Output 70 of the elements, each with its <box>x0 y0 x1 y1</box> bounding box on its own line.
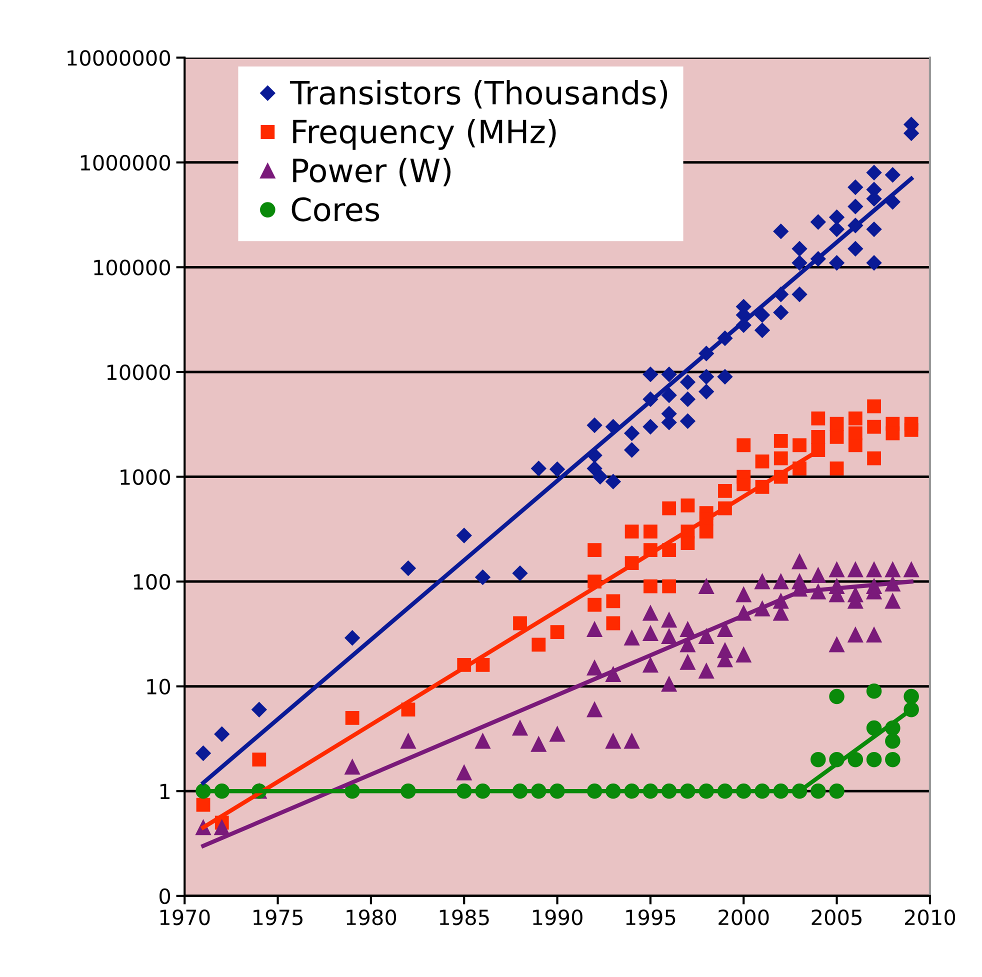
point <box>885 733 900 749</box>
point <box>848 412 862 426</box>
point <box>736 438 751 452</box>
point <box>606 616 620 630</box>
point <box>830 416 844 431</box>
x-tick-label: 2000 <box>718 909 769 926</box>
point <box>830 430 844 444</box>
point <box>829 783 844 799</box>
point <box>904 422 918 437</box>
legend-label: Frequency (MHz) <box>293 118 556 150</box>
point <box>811 443 826 457</box>
point <box>699 524 714 539</box>
point <box>904 688 919 704</box>
y-tick-label: 10000000 <box>68 50 170 66</box>
y-tick-label: 1000000 <box>80 154 170 171</box>
point <box>252 752 266 767</box>
x-tick-label: 1975 <box>254 909 302 926</box>
point <box>867 451 881 466</box>
point <box>644 579 658 594</box>
legend-label: Power (W) <box>293 158 451 186</box>
point <box>662 501 676 516</box>
y-tick-label: 1 <box>160 784 170 800</box>
point <box>811 412 826 426</box>
point <box>867 399 881 414</box>
point <box>867 420 881 434</box>
x-tick-label: 2005 <box>812 909 862 926</box>
x-tick-label: 1985 <box>440 909 489 926</box>
point <box>886 426 900 440</box>
point <box>866 752 882 768</box>
point <box>606 594 620 608</box>
point <box>755 454 770 468</box>
y-tick-label: 10 <box>147 678 170 695</box>
y-tick-label: 1000 <box>120 469 170 485</box>
point <box>680 498 695 512</box>
point <box>885 752 900 768</box>
legend-label: Cores <box>292 197 380 222</box>
point <box>588 543 602 557</box>
x-tick-label: 1980 <box>346 909 396 926</box>
point <box>810 783 826 799</box>
y-tick-label: 0 <box>160 888 170 904</box>
point <box>532 638 546 652</box>
point <box>774 434 788 448</box>
point <box>811 430 826 444</box>
point <box>550 625 564 639</box>
point <box>644 524 658 539</box>
x-tick-label: 1970 <box>160 909 210 926</box>
y-tick-label: 100 <box>134 574 170 590</box>
point <box>662 579 676 594</box>
point <box>736 477 751 492</box>
point <box>196 798 210 812</box>
point <box>829 688 844 704</box>
point <box>866 684 882 699</box>
x-tick-label: 2010 <box>904 909 956 926</box>
point <box>624 524 639 539</box>
point <box>345 710 360 725</box>
point <box>718 484 732 498</box>
point <box>792 438 806 452</box>
point <box>680 536 695 550</box>
point <box>830 462 844 476</box>
x-tick-label: 1990 <box>533 909 582 926</box>
point <box>588 598 602 612</box>
point <box>848 438 862 452</box>
y-tick-label: 10000 <box>107 364 170 380</box>
point <box>810 752 826 768</box>
point <box>513 616 527 630</box>
point <box>848 752 864 768</box>
legend-label: Transistors (Thousands) <box>290 80 668 108</box>
x-tick-label: 1995 <box>626 909 676 926</box>
point <box>774 451 788 466</box>
y-tick-label: 100000 <box>94 260 170 276</box>
